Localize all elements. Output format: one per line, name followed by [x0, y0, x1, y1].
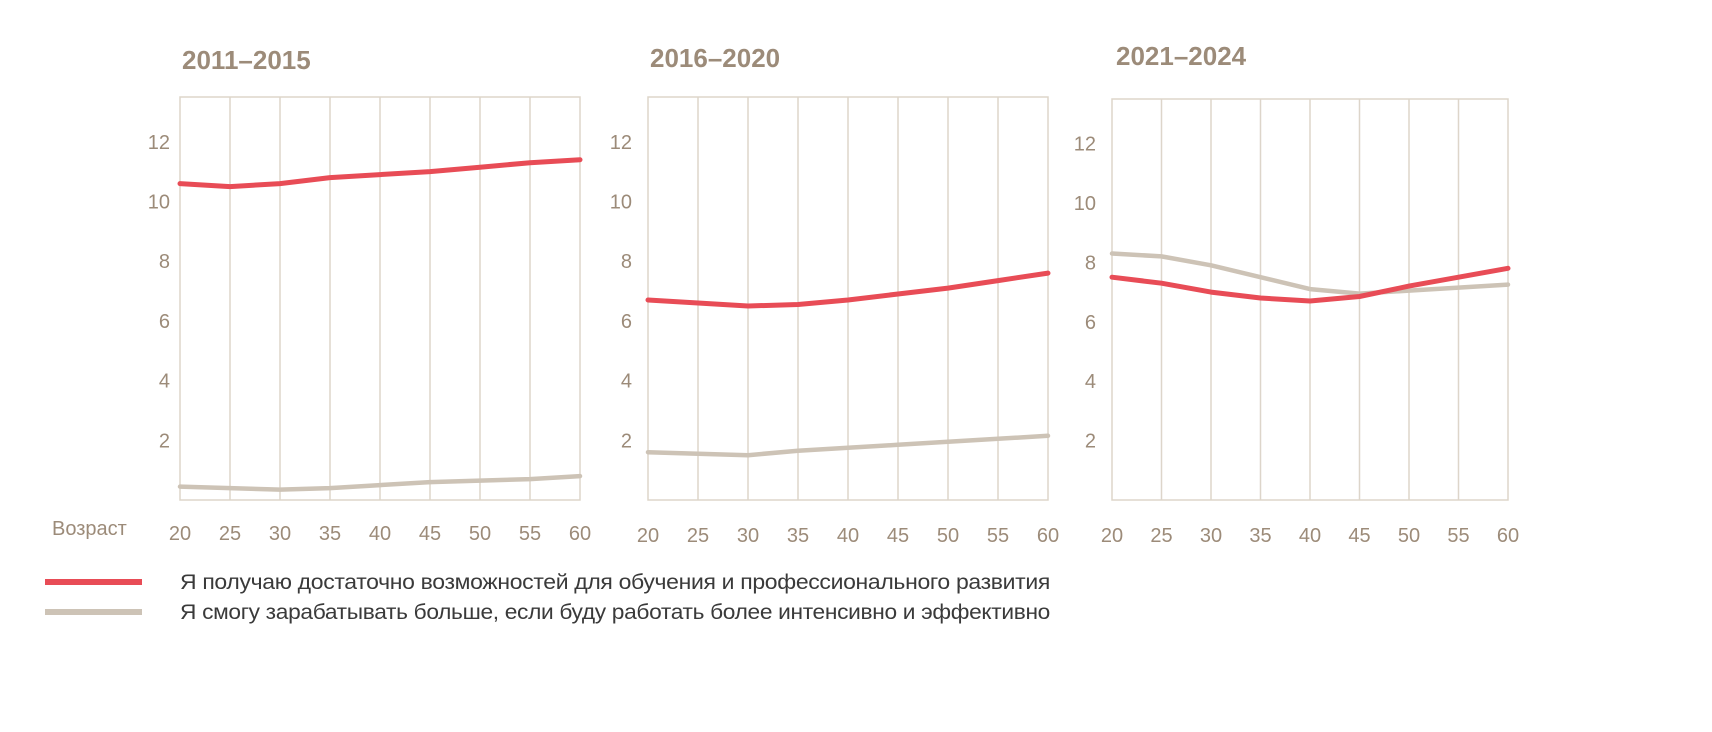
x-tick-label: 40: [369, 523, 391, 545]
x-tick-label: 45: [1348, 525, 1370, 547]
y-tick-label: 2: [1085, 431, 1096, 453]
x-tick-label: 35: [1249, 525, 1271, 547]
series-line-earnings: [177, 473, 583, 492]
y-tick-label: 4: [159, 371, 170, 393]
x-tick-label: 20: [169, 523, 191, 545]
series-line-earnings: [1109, 251, 1511, 296]
x-tick-label: 50: [1398, 525, 1420, 547]
x-tick-label: 50: [469, 523, 491, 545]
x-tick-label: 35: [787, 525, 809, 547]
x-tick-label: 30: [269, 523, 291, 545]
x-tick-label: 30: [1200, 525, 1222, 547]
x-tick-label: 25: [1150, 525, 1172, 547]
y-tick-label: 8: [621, 251, 632, 273]
y-tick-label: 12: [1074, 134, 1096, 156]
series-line-learning: [177, 157, 583, 190]
series-line-earnings: [645, 433, 1051, 458]
series-line-learning: [1109, 265, 1511, 304]
panel-title: 2016–2020: [650, 43, 780, 73]
legend-label: Я получаю достаточно возможностей для об…: [180, 571, 1050, 594]
x-axis-label: Возраст: [52, 518, 127, 540]
y-tick-label: 6: [621, 311, 632, 333]
x-tick-label: 50: [937, 525, 959, 547]
x-tick-label: 25: [687, 525, 709, 547]
y-tick-label: 6: [159, 311, 170, 333]
panel-title: 2011–2015: [182, 45, 311, 75]
y-tick-label: 10: [1074, 193, 1096, 215]
x-tick-label: 25: [219, 523, 241, 545]
chart-panel-2: 2016–2020 2 4 6 8 10 12 20 25 30 35 40 45 50 55 60: [610, 43, 1059, 547]
x-tick-label: 35: [319, 523, 341, 545]
x-tick-label: 45: [419, 523, 441, 545]
series-line-learning: [645, 270, 1051, 309]
legend: Я получаю достаточно возможностей для об…: [45, 571, 1050, 624]
legend-label: Я смогу зарабатывать больше, если буду р…: [180, 601, 1050, 624]
y-tick-label: 2: [621, 430, 632, 452]
x-tick-label: 55: [519, 523, 541, 545]
x-tick-label: 55: [1447, 525, 1469, 547]
y-tick-label: 12: [148, 132, 170, 154]
y-tick-label: 8: [159, 251, 170, 273]
x-tick-label: 20: [637, 525, 659, 547]
y-tick-label: 8: [1085, 252, 1096, 274]
y-tick-label: 6: [1085, 312, 1096, 334]
x-tick-label: 60: [569, 523, 591, 545]
x-tick-label: 40: [1299, 525, 1321, 547]
x-tick-label: 60: [1037, 525, 1059, 547]
x-tick-label: 45: [887, 525, 909, 547]
panel-title: 2021–2024: [1116, 41, 1247, 71]
chart-panel-3: 2021–2024 2 4 6 8 10 12 20 25 30 35 40 45 50 55 60: [1074, 41, 1519, 547]
x-tick-label: 55: [987, 525, 1009, 547]
y-tick-label: 2: [159, 430, 170, 452]
x-tick-label: 40: [837, 525, 859, 547]
y-tick-label: 10: [610, 191, 632, 213]
x-tick-label: 30: [737, 525, 759, 547]
chart-panel-1: 2011–2015 2 4 6 8 10 12 20 25 30 35 40 45 50 55 60 Возра…: [52, 45, 591, 545]
x-tick-label: 20: [1101, 525, 1123, 547]
x-tick-label: 60: [1497, 525, 1519, 547]
y-tick-label: 4: [621, 371, 632, 393]
y-tick-label: 10: [148, 191, 170, 213]
y-tick-label: 12: [610, 132, 632, 154]
y-tick-label: 4: [1085, 371, 1096, 393]
